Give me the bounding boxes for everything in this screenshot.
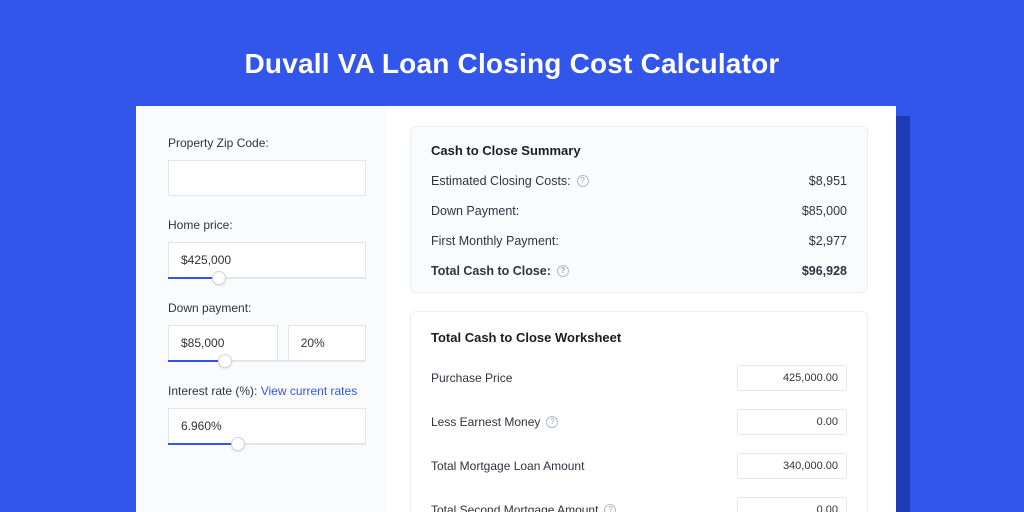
calculator-card: Property Zip Code: Home price: Down paym…: [136, 106, 896, 512]
worksheet-title: Total Cash to Close Worksheet: [431, 330, 847, 345]
home-price-field-group: Home price:: [168, 218, 366, 279]
home-price-slider-track[interactable]: [168, 277, 366, 279]
interest-rate-slider-thumb[interactable]: [231, 437, 245, 451]
summary-row-label: First Monthly Payment:: [431, 234, 559, 248]
summary-row: First Monthly Payment: $2,977: [431, 234, 847, 248]
summary-card: Cash to Close Summary Estimated Closing …: [410, 126, 868, 293]
down-payment-label: Down payment:: [168, 301, 366, 315]
summary-total-label: Total Cash to Close:: [431, 264, 551, 278]
down-payment-slider-wrap: [168, 325, 366, 362]
zip-input[interactable]: [168, 160, 366, 196]
down-payment-field-group: Down payment:: [168, 301, 366, 362]
worksheet-purchase-price-input[interactable]: [737, 365, 847, 391]
down-payment-slider-thumb[interactable]: [218, 354, 232, 368]
page-title: Duvall VA Loan Closing Cost Calculator: [0, 0, 1024, 80]
summary-row-value: $8,951: [809, 174, 847, 188]
summary-row: Estimated Closing Costs: ? $8,951: [431, 174, 847, 188]
inputs-panel: Property Zip Code: Home price: Down paym…: [136, 106, 386, 512]
home-price-slider-fill: [168, 277, 212, 279]
interest-rate-slider-wrap: [168, 408, 366, 445]
down-payment-slider-fill: [168, 360, 218, 362]
down-payment-pct-input[interactable]: [288, 325, 366, 361]
zip-field-group: Property Zip Code:: [168, 136, 366, 196]
worksheet-row-label: Total Mortgage Loan Amount: [431, 459, 584, 473]
worksheet-row-label: Total Second Mortgage Amount: [431, 503, 598, 512]
worksheet-mortgage-amount-input[interactable]: [737, 453, 847, 479]
interest-rate-slider-track[interactable]: [168, 443, 366, 445]
home-price-slider-wrap: [168, 242, 366, 279]
worksheet-row-label: Less Earnest Money: [431, 415, 540, 429]
worksheet-row: Less Earnest Money ?: [431, 409, 847, 435]
help-icon[interactable]: ?: [577, 175, 589, 187]
interest-rate-slider-fill: [168, 443, 231, 445]
page-background: Duvall VA Loan Closing Cost Calculator P…: [0, 0, 1024, 512]
interest-rate-label-text: Interest rate (%):: [168, 384, 261, 398]
worksheet-row-label: Purchase Price: [431, 371, 512, 385]
summary-total-value: $96,928: [802, 264, 847, 278]
summary-row: Down Payment: $85,000: [431, 204, 847, 218]
results-panel: Cash to Close Summary Estimated Closing …: [386, 106, 896, 512]
help-icon[interactable]: ?: [557, 265, 569, 277]
help-icon[interactable]: ?: [546, 416, 558, 428]
home-price-input[interactable]: [168, 242, 366, 278]
down-payment-slider-track[interactable]: [168, 360, 366, 362]
summary-row-label: Down Payment:: [431, 204, 519, 218]
view-rates-link[interactable]: View current rates: [261, 384, 358, 398]
worksheet-earnest-money-input[interactable]: [737, 409, 847, 435]
summary-total-row: Total Cash to Close: ? $96,928: [431, 264, 847, 278]
home-price-slider-thumb[interactable]: [212, 271, 226, 285]
help-icon[interactable]: ?: [604, 504, 616, 512]
summary-row-value: $85,000: [802, 204, 847, 218]
interest-rate-label: Interest rate (%): View current rates: [168, 384, 366, 398]
summary-row-value: $2,977: [809, 234, 847, 248]
home-price-label: Home price:: [168, 218, 366, 232]
worksheet-row: Purchase Price: [431, 365, 847, 391]
worksheet-row: Total Mortgage Loan Amount: [431, 453, 847, 479]
worksheet-card: Total Cash to Close Worksheet Purchase P…: [410, 311, 868, 512]
summary-row-label: Estimated Closing Costs:: [431, 174, 571, 188]
summary-title: Cash to Close Summary: [431, 143, 847, 158]
interest-rate-field-group: Interest rate (%): View current rates: [168, 384, 366, 445]
interest-rate-input[interactable]: [168, 408, 366, 444]
worksheet-row: Total Second Mortgage Amount ?: [431, 497, 847, 512]
zip-label: Property Zip Code:: [168, 136, 366, 150]
worksheet-second-mortgage-input[interactable]: [737, 497, 847, 512]
